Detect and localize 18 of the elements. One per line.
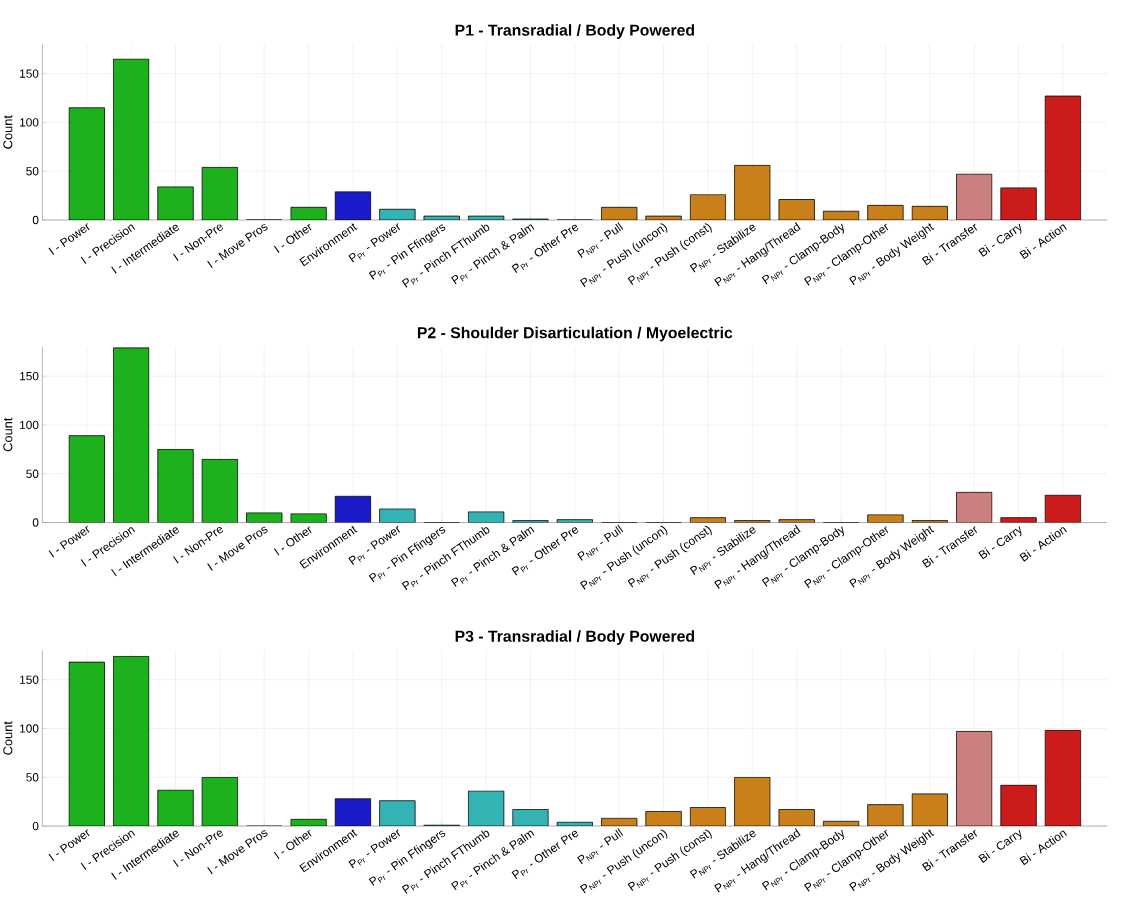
y-tick-label: 50 — [26, 469, 39, 479]
y-axis-title: Count — [3, 115, 13, 149]
y-tick-label: 100 — [20, 118, 39, 127]
y-tick-label: 150 — [20, 372, 39, 381]
y-tick-label: 150 — [20, 69, 39, 78]
y-axis-title: Count — [3, 417, 13, 452]
y-tick-label: 100 — [20, 420, 39, 430]
y-tick-label: 50 — [26, 773, 39, 782]
chart-title: P1 - Transradial / Body Powered — [455, 24, 695, 39]
y-tick-label: 0 — [32, 518, 39, 527]
y-tick-label: 150 — [20, 675, 39, 684]
y-axis-title: Count — [3, 721, 13, 755]
y-tick-label: 0 — [32, 215, 39, 225]
chart-title: P3 - Transradial / Body Powered — [455, 630, 695, 646]
chart-title: P2 - Shoulder Disarticulation / Myoelectric — [417, 326, 733, 342]
y-tick-label: 100 — [20, 724, 39, 733]
y-tick-label: 0 — [32, 821, 39, 831]
y-tick-label: 50 — [26, 167, 39, 176]
